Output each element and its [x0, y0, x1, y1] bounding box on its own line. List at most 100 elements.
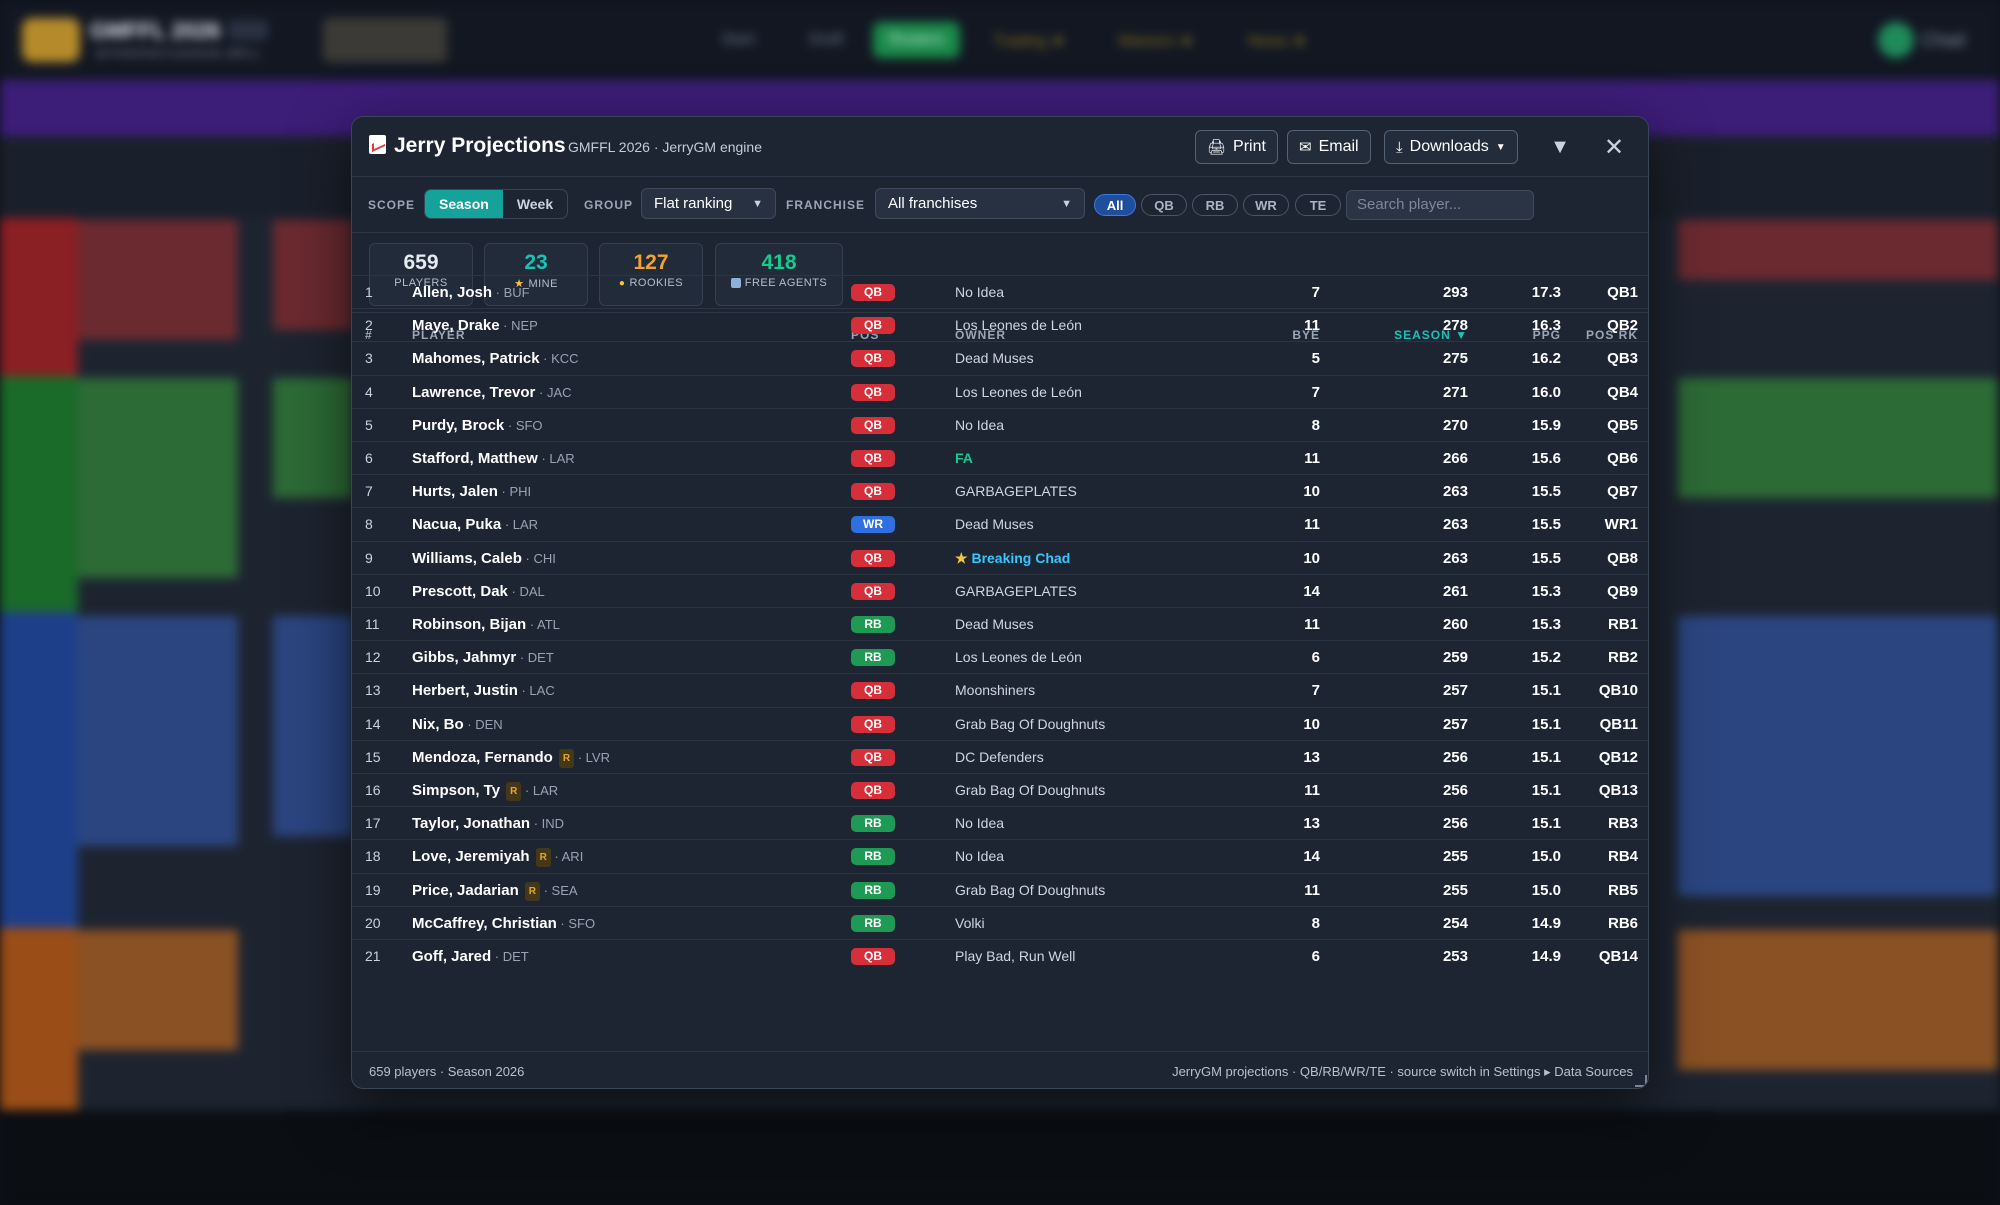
player-name[interactable]: Gibbs, Jahmyr — [412, 649, 517, 667]
player-name[interactable]: Goff, Jared — [412, 948, 492, 965]
position-filter-all[interactable]: All — [1094, 194, 1136, 216]
player-name[interactable]: Prescott, Dak — [412, 582, 508, 600]
league-title: GMFFL 2026 — [90, 18, 221, 43]
player-name[interactable]: Nacua, Puka — [412, 516, 502, 534]
player-name[interactable]: Love, Jeremiyah — [412, 848, 530, 866]
player-cell[interactable]: Allen, Josh · BUF — [412, 284, 530, 301]
player-cell[interactable]: Goff, Jared · DET — [412, 948, 529, 965]
player-cell[interactable]: Robinson, Bijan · ATL — [412, 616, 560, 633]
player-cell[interactable]: Love, Jeremiyah R · ARI — [412, 848, 584, 868]
header-player[interactable]: PLAYER — [412, 328, 466, 342]
table-row[interactable]: 20 McCaffrey, Christian · SFO RB Volki 8 254 1… — [352, 905, 1648, 939]
points-per-game: 15.1 — [1531, 682, 1561, 700]
season-points: 253 — [1442, 948, 1468, 965]
player-name[interactable]: Williams, Caleb — [412, 549, 522, 567]
header-pos-rank[interactable]: POS RK — [1585, 328, 1638, 342]
player-cell[interactable]: Herbert, Justin · LAC — [412, 682, 555, 700]
player-cell[interactable]: Maye, Drake · NEP — [412, 317, 538, 335]
header-ppg[interactable]: PPG — [1532, 328, 1561, 342]
table-row[interactable]: 16 Simpson, Ty R · LAR QB Grab Bag Of Doughn… — [352, 773, 1648, 806]
player-name[interactable]: Robinson, Bijan — [412, 616, 527, 633]
player-name[interactable]: Price, Jadarian — [412, 881, 519, 899]
player-name[interactable]: McCaffrey, Christian — [412, 914, 557, 932]
owner-name: Los Leones de León — [955, 317, 1082, 334]
scope-season-button[interactable]: Season — [425, 190, 503, 218]
player-name[interactable]: Lawrence, Trevor — [412, 383, 536, 401]
table-row[interactable]: 18 Love, Jeremiyah R · ARI RB No Idea 14 255 15… — [352, 839, 1648, 872]
stat-free-agents[interactable]: 418 FREE AGENTS — [715, 243, 843, 306]
position-filter-wr[interactable]: WR — [1243, 194, 1289, 216]
player-cell[interactable]: McCaffrey, Christian · SFO — [412, 914, 596, 932]
player-cell[interactable]: Gibbs, Jahmyr · DET — [412, 649, 554, 667]
header-season[interactable]: SEASON ▼ — [1394, 328, 1468, 342]
table-row[interactable]: 14 Nix, Bo · DEN QB Grab Bag Of Doughnuts 10… — [352, 706, 1648, 740]
owner-name: No Idea — [955, 416, 1005, 433]
table-row[interactable]: 3 Mahomes, Patrick · KCC QB Dead Muses 5 275 1… — [352, 341, 1648, 374]
filter-icon[interactable]: ▼ — [1550, 135, 1570, 158]
chevron-down-icon: ▼ — [1495, 141, 1506, 153]
table-row[interactable]: 2 Maye, Drake · NEP QB Los Leones de León 11… — [352, 308, 1648, 341]
search-input[interactable]: Search player... — [1346, 190, 1534, 220]
player-name[interactable]: Nix, Bo — [412, 715, 464, 733]
position-filter-te[interactable]: TE — [1295, 194, 1341, 216]
position-rank: QB4 — [1607, 383, 1638, 401]
stat-mine[interactable]: 23 ★ MINE — [484, 243, 588, 306]
player-cell[interactable]: Taylor, Jonathan · IND — [412, 815, 565, 833]
email-button[interactable]: ✉ Email — [1287, 130, 1371, 164]
header-owner[interactable]: OWNER — [955, 328, 1006, 342]
player-cell[interactable]: Mahomes, Patrick · KCC — [412, 350, 579, 368]
table-row[interactable]: 15 Mendoza, Fernando R · LVR QB DC Defenders… — [352, 739, 1648, 773]
table-row[interactable]: 8 Nacua, Puka · LAR WR Dead Muses 11 263 15.5 W… — [352, 507, 1648, 540]
player-cell[interactable]: Price, Jadarian R · SEA — [412, 881, 578, 901]
header-bye[interactable]: BYE — [1292, 328, 1320, 342]
table-row[interactable]: 4 Lawrence, Trevor · JAC QB Los Leones de L… — [352, 374, 1648, 408]
resize-grip-icon[interactable] — [1635, 1075, 1647, 1087]
player-cell[interactable]: Purdy, Brock · SFO — [412, 416, 543, 434]
table-row[interactable]: 13 Herbert, Justin · LAC QB Moonshiners 7 257… — [352, 673, 1648, 706]
scope-week-button[interactable]: Week — [516, 196, 554, 212]
position-rank: RB6 — [1607, 914, 1638, 932]
position-filter-rb[interactable]: RB — [1192, 194, 1238, 216]
player-name[interactable]: Purdy, Brock — [412, 416, 505, 434]
table-row[interactable]: 10 Prescott, Dak · DAL QB GARBAGEPLATES 14 26… — [352, 573, 1648, 607]
table-row[interactable]: 1 Allen, Josh · BUF QB No Idea 7 293 17.3 QB1 — [352, 275, 1648, 308]
stat-rookies[interactable]: 127 ● ROOKIES — [599, 243, 703, 306]
player-name[interactable]: Maye, Drake — [412, 317, 500, 335]
table-row[interactable]: 21 Goff, Jared · DET QB Play Bad, Run Well 6… — [352, 939, 1648, 972]
table-row[interactable]: 9 Williams, Caleb · CHI QB ★ Breaking Chad 1… — [352, 540, 1648, 574]
table-row[interactable]: 12 Gibbs, Jahmyr · DET RB Los Leones de Leó… — [352, 640, 1648, 673]
player-name[interactable]: Hurts, Jalen — [412, 483, 498, 501]
position-filter-qb[interactable]: QB — [1141, 194, 1187, 216]
player-cell[interactable]: Stafford, Matthew · LAR — [412, 450, 575, 467]
player-cell[interactable]: Nacua, Puka · LAR — [412, 516, 539, 534]
header-rank[interactable]: # — [365, 328, 373, 342]
downloads-button[interactable]: ⤓ Downloads ▼ — [1384, 130, 1518, 164]
points-per-game: 15.3 — [1531, 582, 1561, 600]
group-select[interactable]: Flat ranking ▼ — [641, 188, 776, 219]
print-button[interactable]: 🖨 Print — [1195, 130, 1278, 164]
player-name[interactable]: Mahomes, Patrick — [412, 350, 540, 368]
player-name[interactable]: Allen, Josh — [412, 284, 493, 301]
player-name[interactable]: Taylor, Jonathan — [412, 815, 531, 833]
player-cell[interactable]: Hurts, Jalen · PHI — [412, 483, 532, 501]
table-row[interactable]: 7 Hurts, Jalen · PHI QB GARBAGEPLATES 10 263 1… — [352, 474, 1648, 507]
player-name[interactable]: Simpson, Ty — [412, 782, 501, 799]
table-row[interactable]: 5 Purdy, Brock · SFO QB No Idea 8 270 15.9 QB5 — [352, 407, 1648, 441]
table-row[interactable]: 19 Price, Jadarian R · SEA RB Grab Bag Of Do… — [352, 872, 1648, 906]
player-cell[interactable]: Mendoza, Fernando R · LVR — [412, 748, 610, 768]
player-cell[interactable]: Prescott, Dak · DAL — [412, 582, 545, 600]
player-cell[interactable]: Simpson, Ty R · LAR — [412, 782, 559, 801]
close-icon[interactable]: ✕ — [1603, 133, 1625, 161]
player-team: LAR — [532, 783, 559, 798]
table-row[interactable]: 17 Taylor, Jonathan · IND RB No Idea 13 256 15… — [352, 806, 1648, 839]
player-name[interactable]: Stafford, Matthew — [412, 450, 538, 467]
player-cell[interactable]: Nix, Bo · DEN — [412, 715, 503, 733]
player-cell[interactable]: Williams, Caleb · CHI — [412, 549, 556, 567]
franchise-select[interactable]: All franchises ▼ — [875, 188, 1085, 219]
player-name[interactable]: Herbert, Justin — [412, 682, 518, 700]
player-name[interactable]: Mendoza, Fernando — [412, 748, 553, 766]
table-row[interactable]: 11 Robinson, Bijan · ATL RB Dead Muses 11 260… — [352, 607, 1648, 640]
player-cell[interactable]: Lawrence, Trevor · JAC — [412, 383, 572, 401]
stat-mine-label: MINE — [528, 277, 558, 290]
table-row[interactable]: 6 Stafford, Matthew · LAR QB FA 11 266 15.6 QB6 — [352, 441, 1648, 474]
